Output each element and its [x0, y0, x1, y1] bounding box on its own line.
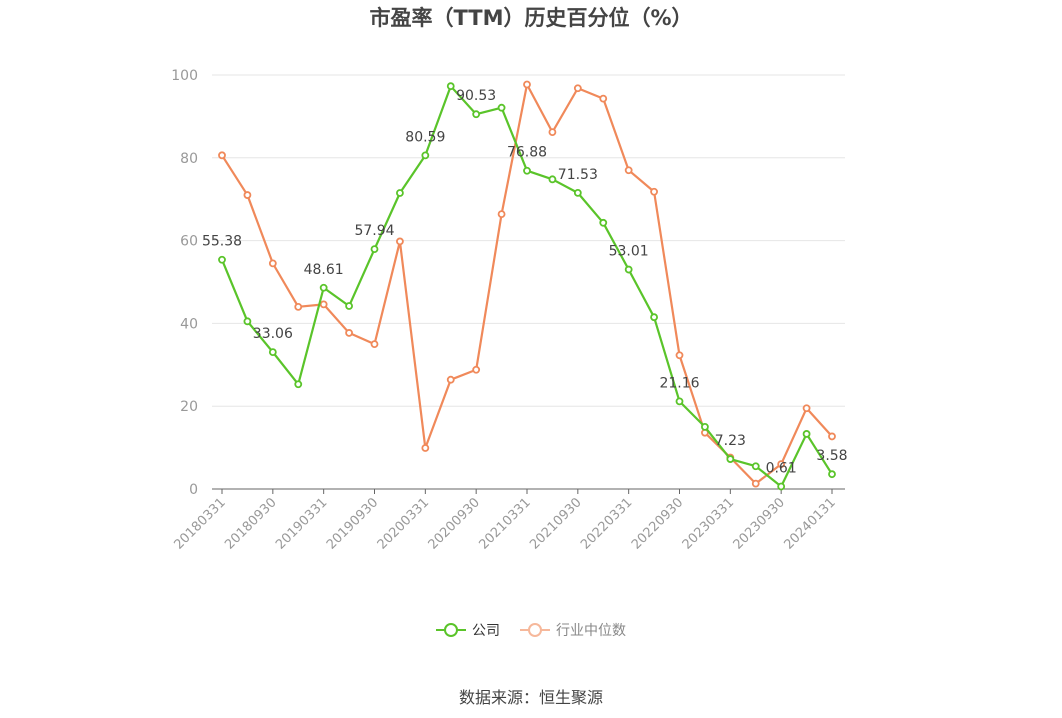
data-point-company: [396, 189, 404, 197]
data-point-company: [243, 317, 252, 326]
y-tick-label: 20: [180, 399, 198, 415]
data-label: 0.61: [766, 460, 797, 476]
x-tick-label: 20210331: [476, 495, 533, 552]
data-point-company: [294, 380, 303, 389]
x-tick-label: 20200930: [426, 495, 483, 552]
data-label: 76.88: [507, 145, 547, 161]
data-point-company: [675, 397, 684, 406]
data-point-industry: [218, 151, 226, 160]
data-point-industry: [268, 259, 277, 268]
data-source: 数据来源：恒生聚源: [458, 688, 603, 707]
data-point-company: [370, 245, 379, 254]
data-point-company: [319, 283, 328, 292]
y-tick-label: 100: [171, 68, 198, 84]
data-point-company: [421, 151, 430, 160]
legend-label-industry: 行业中位数: [556, 623, 626, 639]
data-label: 21.16: [659, 375, 699, 391]
data-point-company: [548, 175, 557, 184]
data-point-industry: [370, 340, 379, 349]
data-point-industry: [573, 84, 582, 93]
x-tick-label: 20240131: [781, 495, 838, 552]
legend-marker-company: [436, 622, 466, 638]
x-tick-label: 20230930: [731, 495, 788, 552]
data-point-company: [599, 218, 608, 227]
data-point-company: [751, 462, 760, 471]
x-tick-label: 20220930: [629, 495, 686, 552]
data-point-industry: [777, 460, 786, 469]
legend: 公司 行业中位数: [0, 620, 1062, 640]
data-point-company: [573, 188, 582, 197]
x-tick-label: 20180331: [171, 495, 228, 552]
data-point-company: [268, 348, 277, 357]
data-point-industry: [548, 128, 557, 137]
data-label: 57.94: [354, 223, 394, 239]
data-label: 80.59: [405, 129, 445, 145]
y-tick-label: 60: [180, 234, 198, 250]
data-point-industry: [345, 329, 353, 337]
legend-marker-industry: [520, 622, 550, 638]
y-tick-label: 0: [189, 482, 198, 498]
data-point-industry: [421, 444, 430, 452]
data-point-industry: [828, 432, 836, 441]
data-point-industry: [650, 187, 658, 196]
data-point-industry: [472, 365, 481, 374]
data-point-company: [828, 470, 836, 479]
data-point-company: [446, 82, 455, 91]
data-point-company: [523, 166, 531, 175]
data-point-industry: [497, 210, 506, 219]
y-tick-label: 40: [180, 316, 198, 332]
data-point-industry: [523, 80, 531, 89]
x-tick-label: 20210930: [527, 495, 584, 552]
data-point-company: [802, 430, 811, 438]
data-point-company: [345, 302, 353, 310]
data-label: 3.58: [816, 448, 847, 464]
data-point-industry: [624, 166, 633, 175]
y-tick-label: 80: [180, 151, 198, 167]
legend-label-company: 公司: [472, 623, 500, 639]
data-point-company: [624, 265, 633, 274]
x-tick-label: 20190930: [324, 495, 381, 552]
data-point-industry: [396, 237, 404, 246]
data-point-industry: [319, 300, 328, 309]
x-tick-label: 20200331: [375, 495, 432, 552]
x-tick-label: 20190331: [273, 495, 330, 552]
data-point-company: [726, 455, 735, 463]
data-point-industry: [802, 404, 811, 413]
data-point-company: [497, 103, 506, 112]
data-label: 55.38: [202, 234, 242, 250]
data-label: 90.53: [456, 88, 496, 104]
data-label: 48.61: [304, 262, 344, 278]
chart-title: 市盈率（TTM）历史百分位（%）: [369, 6, 693, 30]
data-point-industry: [243, 191, 252, 199]
data-point-company: [472, 110, 481, 119]
data-point-industry: [446, 375, 455, 384]
data-point-company: [218, 255, 226, 264]
data-point-industry: [675, 351, 684, 360]
data-point-industry: [599, 94, 608, 103]
x-tick-label: 20180930: [222, 495, 279, 552]
data-point-industry: [294, 302, 303, 311]
x-tick-label: 20230331: [680, 495, 737, 552]
legend-item-industry[interactable]: 行业中位数: [520, 620, 626, 640]
data-label: 71.53: [558, 167, 598, 183]
data-label: 53.01: [609, 244, 649, 260]
data-label: 7.23: [715, 433, 746, 449]
x-tick-label: 20220331: [578, 495, 635, 552]
data-point-company: [777, 482, 786, 491]
data-point-industry: [751, 479, 760, 488]
data-point-company: [650, 313, 658, 322]
data-point-company: [701, 422, 709, 431]
legend-item-company[interactable]: 公司: [436, 620, 500, 640]
data-label: 33.06: [253, 326, 293, 342]
